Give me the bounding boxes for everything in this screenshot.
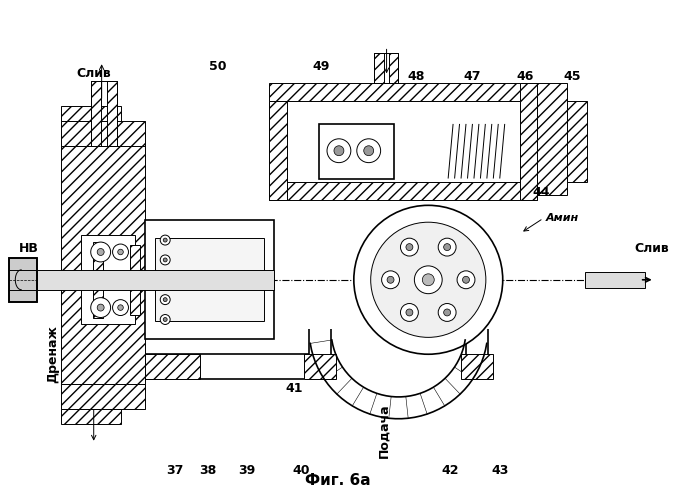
Bar (106, 81, 117, 146)
Circle shape (422, 274, 434, 285)
Bar (37, 270, 275, 289)
Text: 41: 41 (285, 382, 303, 396)
Bar (61, 106, 121, 121)
Text: 50: 50 (209, 60, 226, 73)
Bar (269, 83, 538, 101)
Bar (585, 272, 645, 287)
Text: 38: 38 (199, 464, 216, 477)
Text: 48: 48 (407, 70, 425, 83)
Bar (145, 354, 200, 379)
Circle shape (160, 255, 170, 265)
Circle shape (327, 139, 351, 162)
Bar (304, 354, 336, 379)
Circle shape (357, 139, 380, 162)
Circle shape (382, 271, 399, 288)
Bar (61, 409, 121, 424)
Circle shape (97, 248, 104, 256)
Bar (388, 54, 399, 83)
Text: Слив: Слив (635, 242, 669, 254)
Bar (269, 182, 538, 200)
Circle shape (91, 242, 111, 262)
Bar (61, 146, 145, 384)
Bar (374, 54, 384, 83)
Bar (91, 81, 100, 146)
Circle shape (163, 298, 167, 302)
Circle shape (406, 309, 413, 316)
Bar (269, 101, 287, 200)
Circle shape (160, 314, 170, 324)
Bar (9, 258, 37, 302)
Circle shape (438, 238, 456, 256)
Text: Слив: Слив (77, 67, 111, 80)
Circle shape (414, 266, 442, 293)
Bar (519, 83, 538, 200)
Text: 39: 39 (238, 464, 255, 477)
Text: 45: 45 (563, 70, 581, 83)
Bar (538, 83, 567, 196)
Circle shape (443, 309, 451, 316)
Text: 44: 44 (532, 186, 550, 199)
Text: 37: 37 (166, 464, 184, 477)
Circle shape (438, 304, 456, 322)
Circle shape (118, 305, 123, 310)
Bar (9, 258, 37, 302)
Circle shape (97, 304, 104, 311)
Circle shape (113, 244, 128, 260)
Bar (374, 54, 399, 83)
Bar (93, 242, 102, 318)
Circle shape (401, 238, 418, 256)
Circle shape (462, 276, 469, 283)
Bar (61, 121, 145, 146)
Circle shape (163, 258, 167, 262)
Circle shape (406, 244, 413, 250)
Bar (461, 354, 493, 379)
Bar (91, 81, 117, 146)
Text: 47: 47 (463, 70, 481, 83)
Text: Фиг. 6а: Фиг. 6а (305, 473, 371, 488)
Circle shape (91, 298, 111, 318)
Circle shape (363, 146, 374, 156)
Circle shape (160, 294, 170, 304)
Text: 49: 49 (313, 60, 330, 73)
Text: Дренаж: Дренаж (47, 326, 60, 383)
Text: 42: 42 (441, 464, 459, 477)
Bar (269, 101, 287, 200)
Bar (155, 238, 264, 322)
Text: 43: 43 (491, 464, 508, 477)
Circle shape (443, 244, 451, 250)
Text: НВ: НВ (19, 242, 39, 254)
Circle shape (387, 276, 394, 283)
Circle shape (457, 271, 475, 288)
Circle shape (354, 206, 502, 354)
Text: 46: 46 (517, 70, 534, 83)
Circle shape (160, 235, 170, 245)
Circle shape (113, 300, 128, 316)
Circle shape (401, 304, 418, 322)
Bar (61, 384, 145, 409)
Bar (145, 220, 275, 340)
Circle shape (163, 318, 167, 322)
Bar (81, 235, 136, 324)
Text: Подача: Подача (377, 404, 390, 458)
Text: Амин: Амин (545, 213, 578, 223)
Text: 40: 40 (292, 464, 310, 477)
Bar (81, 235, 136, 324)
Bar (37, 272, 97, 287)
Bar (567, 101, 587, 182)
Bar (319, 124, 393, 178)
Circle shape (163, 238, 167, 242)
Circle shape (118, 249, 123, 255)
Bar (130, 245, 140, 314)
Circle shape (371, 222, 486, 338)
Bar (287, 101, 519, 182)
Circle shape (334, 146, 344, 156)
